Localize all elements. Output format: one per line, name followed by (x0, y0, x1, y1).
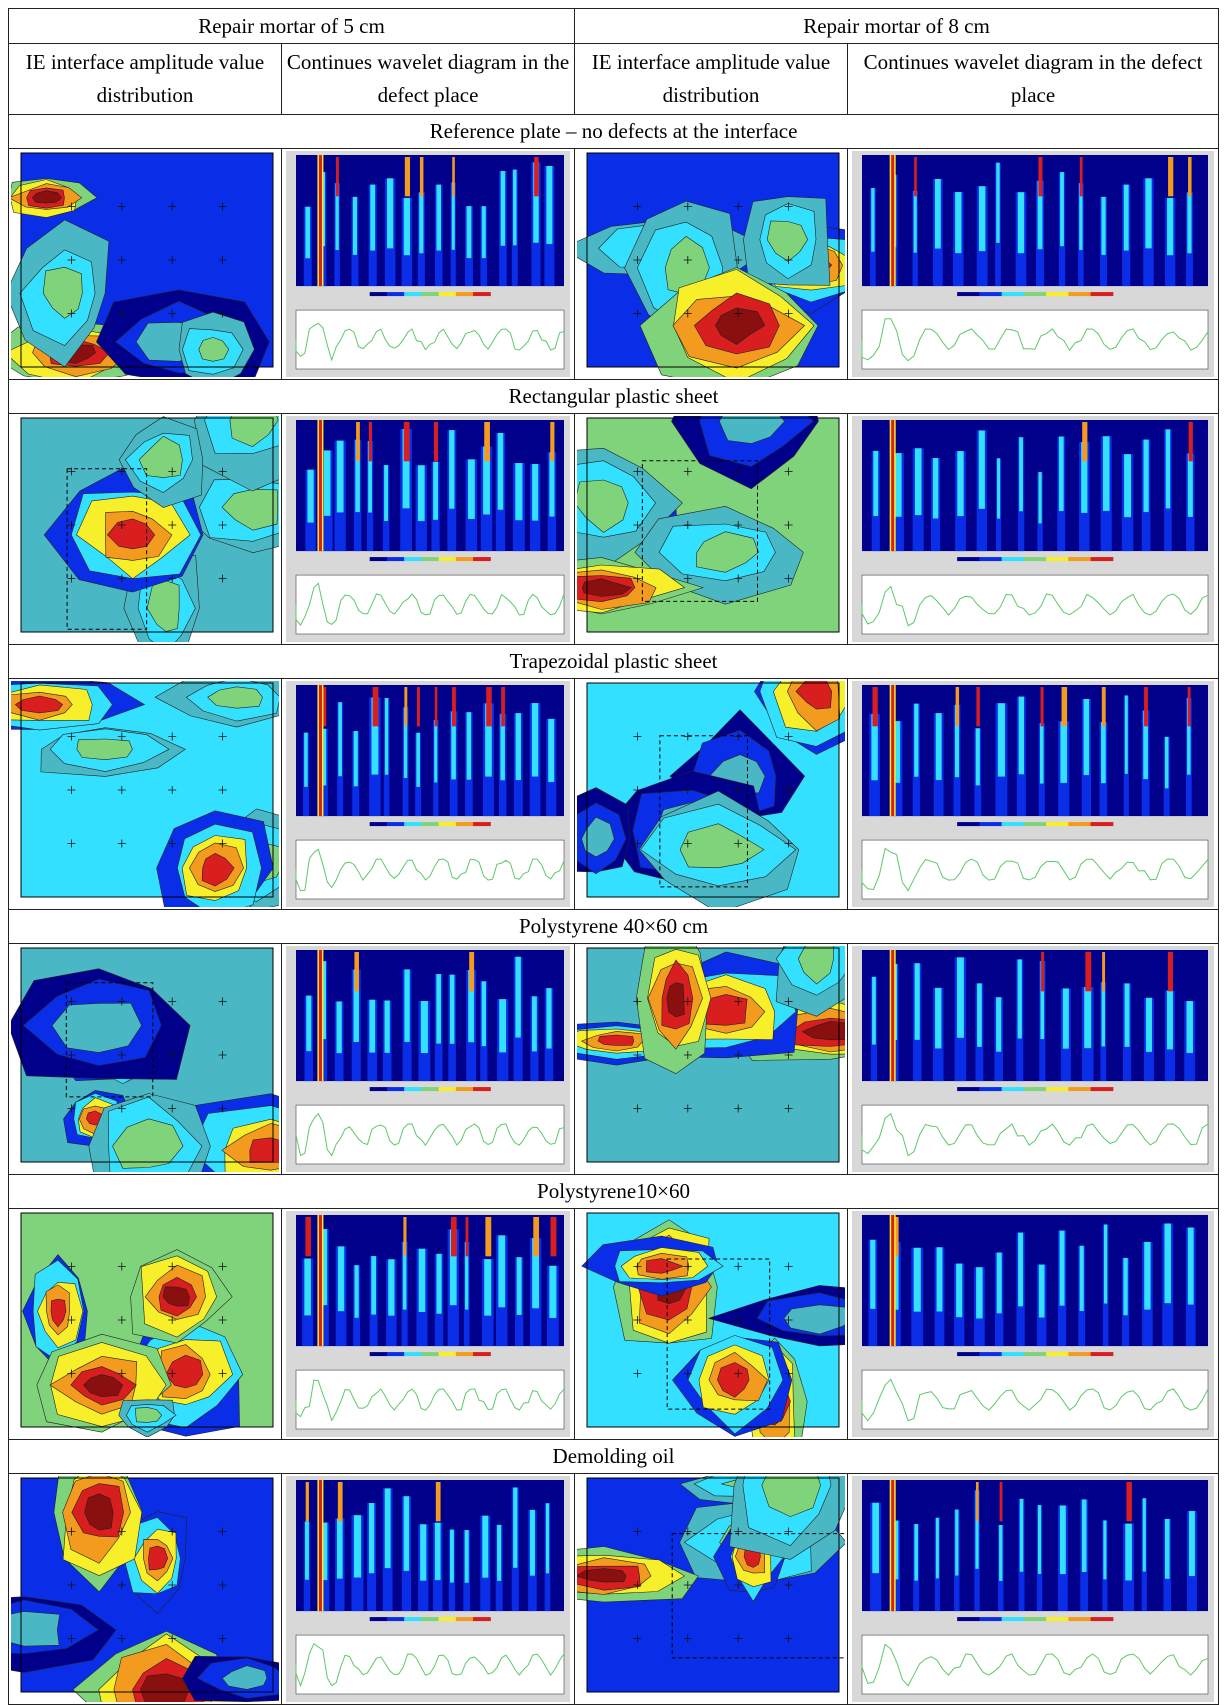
wavelet-diagram-image (286, 1476, 570, 1702)
ie-amplitude-figure (8, 148, 282, 380)
ie-amplitude-figure (574, 1208, 849, 1440)
section-title: Polystyrene 40×60 cm (7, 909, 1220, 944)
contour-plot-image (11, 1211, 279, 1437)
section-title: Polystyrene10×60 (7, 1174, 1220, 1209)
contour-plot-image (577, 151, 846, 377)
ie-amplitude-figure (574, 943, 849, 1175)
contour-plot-image (11, 151, 279, 377)
contour-plot-image (11, 946, 279, 1172)
group-header-8cm: Repair mortar of 8 cm (574, 8, 1220, 44)
column-header-wavelet-8cm: Continues wavelet diagram in the defect … (847, 43, 1220, 115)
wavelet-diagram-image (286, 416, 570, 642)
contour-plot-image (11, 1476, 279, 1702)
ie-amplitude-figure (8, 1208, 282, 1440)
wavelet-figure (847, 148, 1220, 380)
figure-table: Repair mortar of 5 cm Repair mortar of 8… (7, 8, 1220, 1705)
section-title: Rectangular plastic sheet (7, 379, 1220, 414)
contour-plot-image (577, 416, 846, 642)
ie-amplitude-figure (8, 943, 282, 1175)
wavelet-figure (847, 413, 1220, 645)
wavelet-figure (280, 678, 576, 910)
column-header-wavelet-5cm: Continues wavelet diagram in the defect … (280, 43, 576, 115)
wavelet-figure (847, 1473, 1220, 1705)
wavelet-figure (847, 943, 1220, 1175)
wavelet-figure (280, 413, 576, 645)
ie-amplitude-figure (8, 1473, 282, 1705)
wavelet-diagram-image (286, 681, 570, 907)
wavelet-figure (847, 678, 1220, 910)
wavelet-diagram-image (286, 1211, 570, 1437)
column-header-ie-8cm: IE interface amplitude value distributio… (574, 43, 849, 115)
wavelet-figure (280, 943, 576, 1175)
wavelet-diagram-image (286, 946, 570, 1172)
wavelet-figure (280, 1473, 576, 1705)
group-header-5cm: Repair mortar of 5 cm (7, 8, 576, 44)
wavelet-diagram-image (852, 946, 1215, 1172)
wavelet-diagram-image (852, 681, 1215, 907)
column-header-ie-5cm: IE interface amplitude value distributio… (8, 43, 282, 115)
contour-plot-image (11, 416, 279, 642)
wavelet-diagram-image (286, 151, 570, 377)
wavelet-diagram-image (852, 151, 1215, 377)
ie-amplitude-figure (8, 413, 282, 645)
wavelet-diagram-image (852, 1476, 1215, 1702)
wavelet-diagram-image (852, 416, 1215, 642)
contour-plot-image (577, 1211, 846, 1437)
wavelet-figure (280, 1208, 576, 1440)
contour-plot-image (11, 681, 279, 907)
ie-amplitude-figure (574, 1473, 849, 1705)
contour-plot-image (577, 946, 846, 1172)
wavelet-figure (847, 1208, 1220, 1440)
ie-amplitude-figure (8, 678, 282, 910)
ie-amplitude-figure (574, 413, 849, 645)
contour-plot-image (577, 681, 846, 907)
section-title: Reference plate – no defects at the inte… (7, 114, 1220, 149)
section-title: Demolding oil (7, 1439, 1220, 1474)
contour-plot-image (577, 1476, 846, 1702)
ie-amplitude-figure (574, 678, 849, 910)
wavelet-diagram-image (852, 1211, 1215, 1437)
section-title: Trapezoidal plastic sheet (7, 644, 1220, 679)
ie-amplitude-figure (574, 148, 849, 380)
wavelet-figure (280, 148, 576, 380)
